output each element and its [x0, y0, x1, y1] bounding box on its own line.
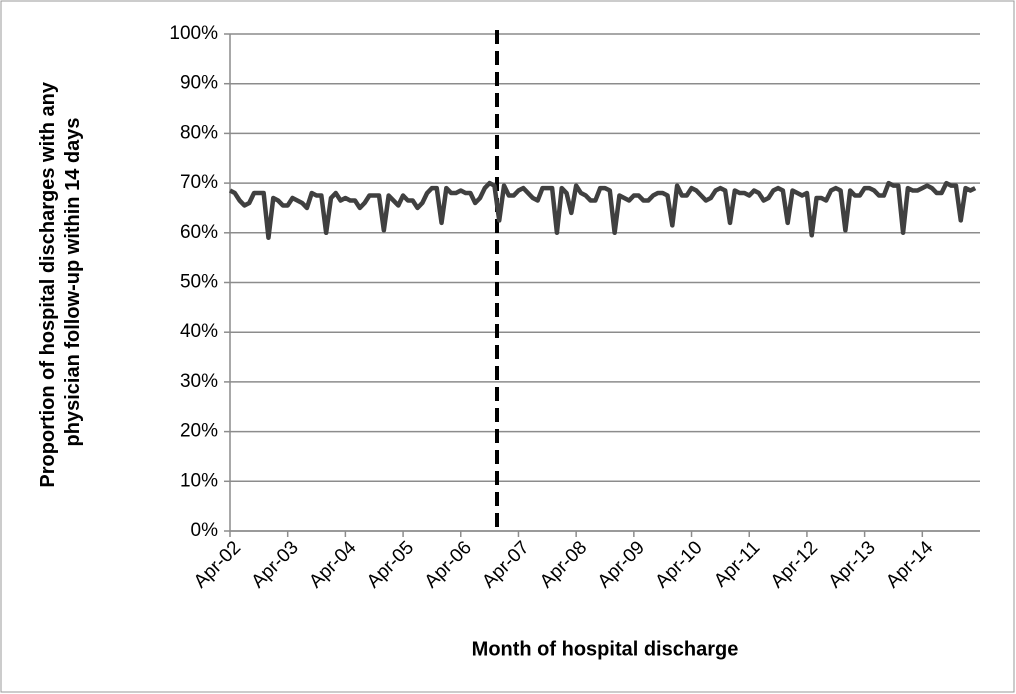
y-tick-label: 100% [169, 23, 218, 44]
y-tick-label: 80% [180, 122, 218, 143]
plot [228, 180, 977, 241]
y-axis-title: Proportion of hospital discharges with a… [37, 76, 84, 487]
y-tick-label: 30% [180, 371, 218, 392]
data-line [228, 180, 977, 241]
y-tick-label: 20% [180, 421, 218, 442]
y-tick-label: 70% [180, 172, 218, 193]
y-tick-label: 0% [191, 520, 219, 541]
x-axis-title: Month of hospital discharge [472, 638, 739, 660]
y-tick-label: 40% [180, 321, 218, 342]
grid [224, 33, 980, 537]
y-axis-title-line: physician follow-up within 14 days [62, 118, 84, 447]
y-tick-label: 50% [180, 272, 218, 293]
y-tick-label: 90% [180, 73, 218, 94]
y-tick-label: 10% [180, 470, 218, 491]
y-tick-label: 60% [180, 222, 218, 243]
y-axis-title-line: Proportion of hospital discharges with a… [37, 81, 59, 487]
